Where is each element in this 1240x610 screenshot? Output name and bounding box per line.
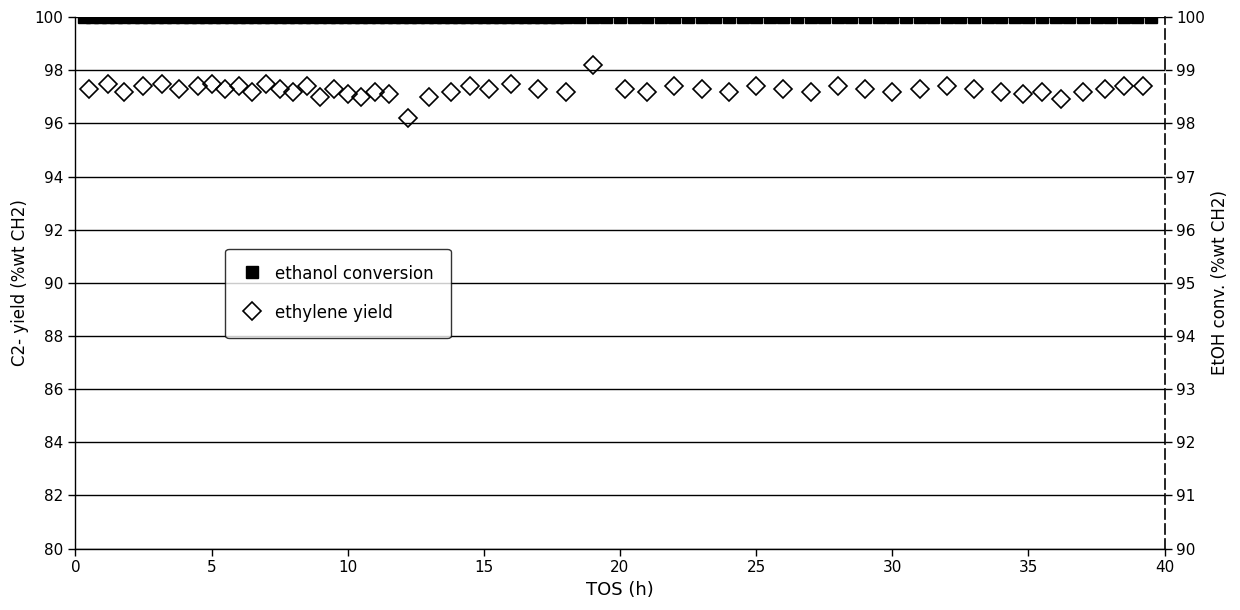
ethylene yield — [353, 93, 368, 101]
ethylene yield — [82, 85, 97, 93]
ethanol conversion — [1021, 13, 1035, 21]
ethanol conversion — [1048, 13, 1063, 21]
ethylene yield — [401, 115, 415, 122]
ethylene yield — [482, 85, 497, 93]
Line: ethylene yield: ethylene yield — [83, 59, 1149, 124]
ethanol conversion — [1007, 13, 1022, 21]
ethanol conversion — [305, 13, 320, 21]
ethylene yield — [155, 80, 170, 87]
ethanol conversion — [1143, 13, 1158, 21]
Line: ethanol conversion: ethanol conversion — [78, 12, 1157, 23]
ethanol conversion — [980, 13, 994, 21]
Legend: ethanol conversion, ethylene yield: ethanol conversion, ethylene yield — [226, 249, 450, 339]
X-axis label: TOS (h): TOS (h) — [587, 581, 653, 599]
Y-axis label: EtOH conv. (%wt CH2): EtOH conv. (%wt CH2) — [1211, 190, 1229, 375]
Y-axis label: C2- yield (%wt CH2): C2- yield (%wt CH2) — [11, 199, 29, 366]
ethylene yield — [749, 82, 764, 90]
ethylene yield — [585, 61, 600, 68]
ethylene yield — [1136, 82, 1151, 90]
ethanol conversion — [558, 13, 573, 21]
ethylene yield — [694, 85, 709, 93]
ethanol conversion — [76, 13, 91, 21]
ethylene yield — [558, 88, 573, 95]
